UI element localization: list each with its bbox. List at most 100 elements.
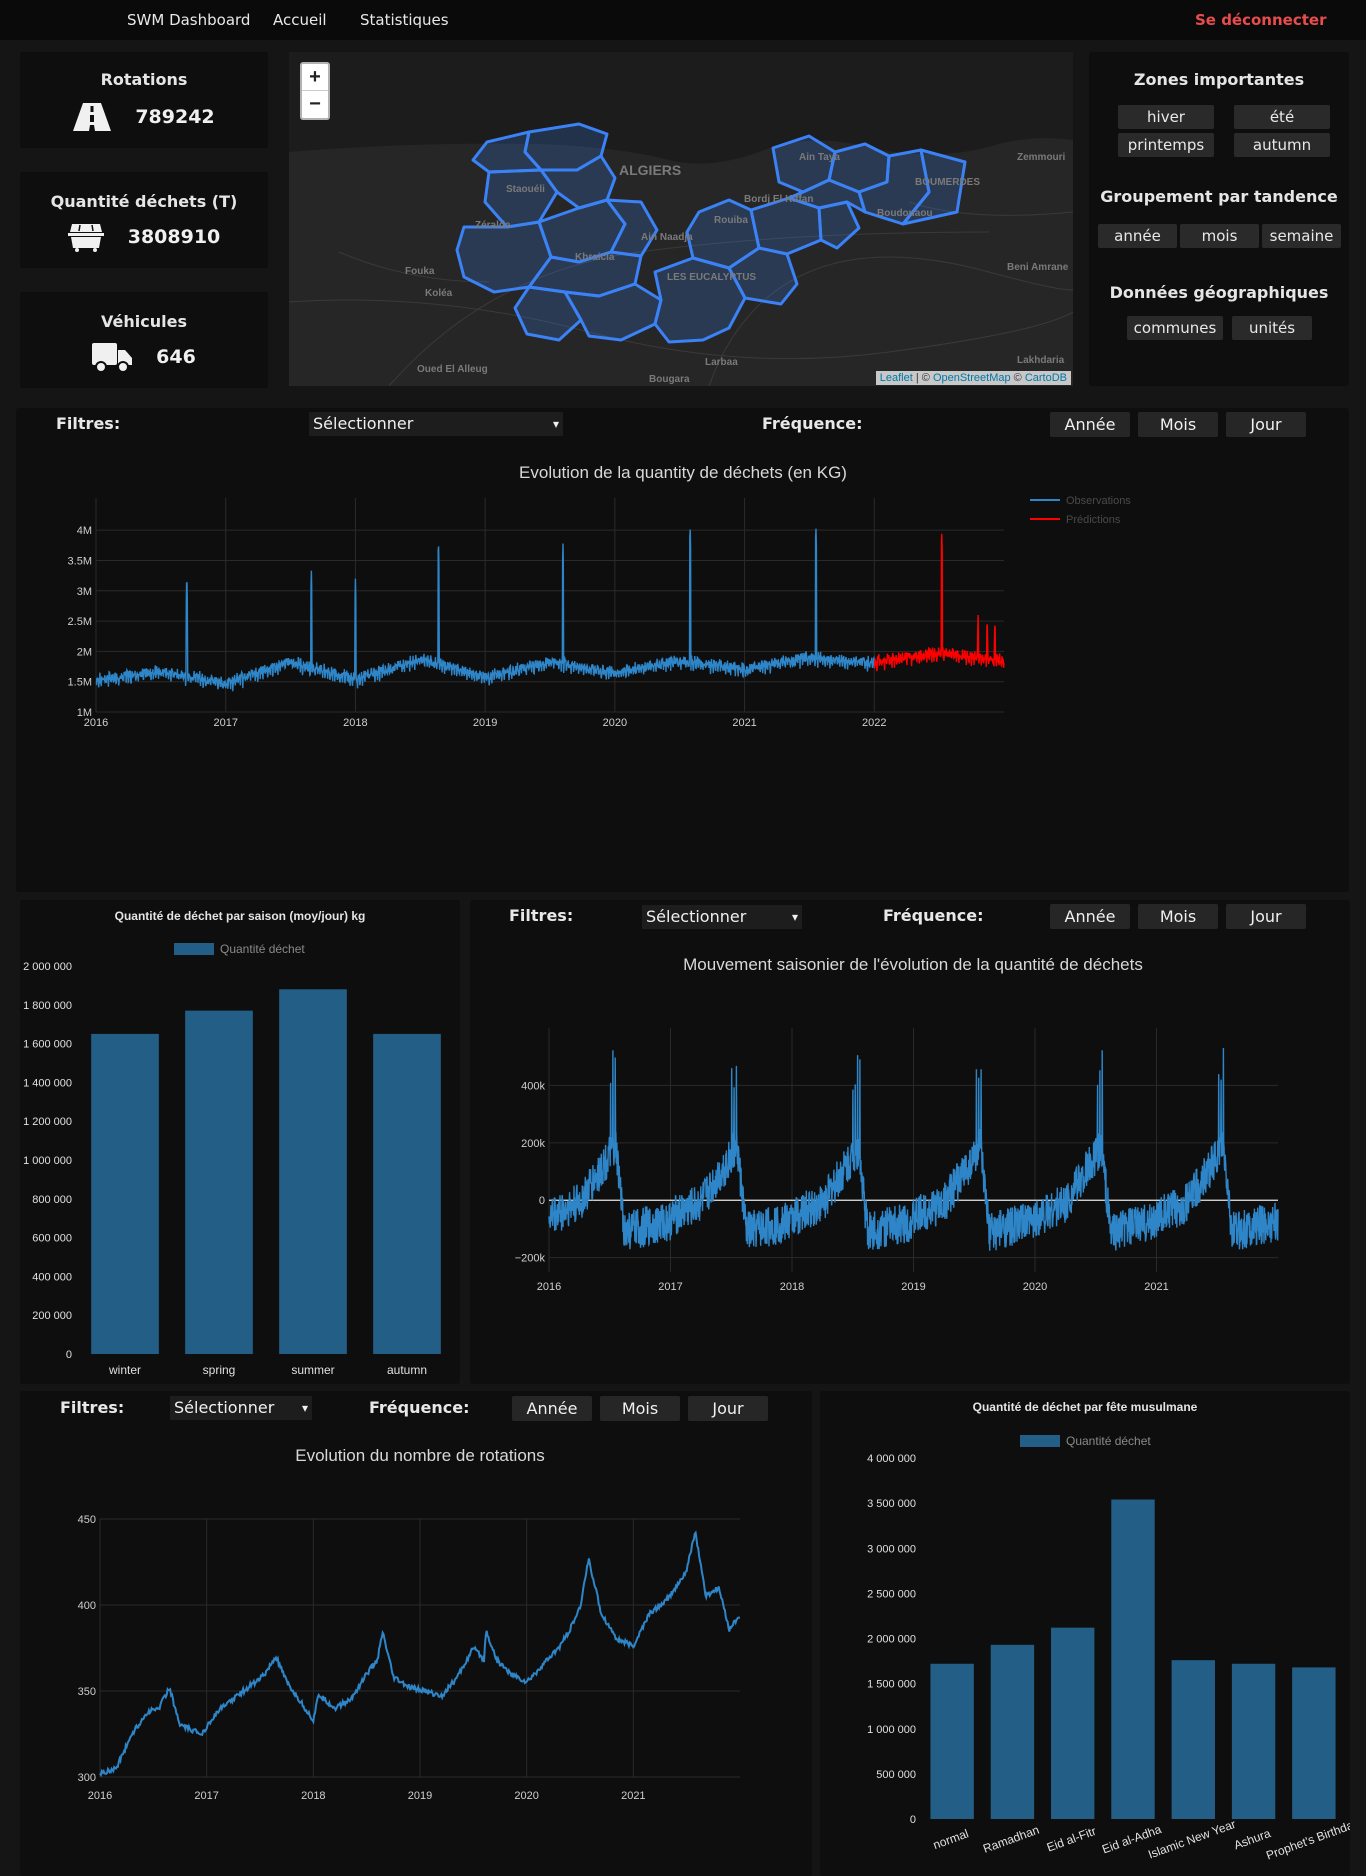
- map-label: Larbaa: [705, 357, 738, 368]
- freq-year-button[interactable]: Année: [512, 1396, 592, 1421]
- map[interactable]: ALGIERS BOUMERDES Zemmouri Staouéli Zéra…: [289, 52, 1073, 386]
- map-label: Boudouaou: [877, 208, 933, 219]
- x-tick-label: Islamic New Year: [1146, 1817, 1237, 1862]
- rotations-chart[interactable]: Evolution du nombre de rotations 2016 2017…: [20, 1431, 812, 1871]
- group-title: Groupement par tandence: [1100, 187, 1338, 206]
- season-hiver-button[interactable]: hiver: [1118, 105, 1214, 129]
- holiday-bar-chart[interactable]: Quantité de déchet par fête musulmane Qua…: [820, 1391, 1361, 1876]
- logout-link[interactable]: Se déconnecter: [1195, 11, 1327, 29]
- y-tick-label: 450: [78, 1514, 96, 1526]
- nav-stats[interactable]: Statistiques: [360, 11, 449, 29]
- map-label: Bougara: [649, 374, 690, 385]
- chart-title: Quantité de déchet par fête musulmane: [973, 1400, 1198, 1414]
- zones-title: Zones importantes: [1133, 70, 1305, 89]
- freq-day-button[interactable]: Jour: [1226, 412, 1306, 437]
- map-label: ALGIERS: [619, 162, 682, 178]
- group-semaine-button[interactable]: semaine: [1262, 224, 1341, 248]
- carto-link[interactable]: CartoDB: [1024, 372, 1067, 384]
- bar: [1231, 1663, 1276, 1819]
- x-tick-label: Eid al-Fitr: [1045, 1824, 1098, 1855]
- zoom-in-button[interactable]: +: [302, 64, 328, 91]
- kpi-card-rotations: Rotations 789242: [20, 52, 268, 148]
- frequency-label: Fréquence:: [762, 414, 863, 433]
- season-ete-button[interactable]: été: [1234, 105, 1330, 129]
- bar: [185, 1010, 253, 1354]
- chart-title: Quantité de déchet par saison (moy/jour)…: [115, 909, 366, 923]
- kpi-title: Quantité déchets (T): [50, 192, 238, 211]
- zoom-control: + −: [300, 62, 330, 120]
- bar: [1051, 1627, 1095, 1819]
- frequency-label: Fréquence:: [883, 906, 984, 925]
- waste-evolution-panel: Filtres: Sélectionner ▾ Fréquence: Année …: [16, 408, 1349, 892]
- osm-link[interactable]: OpenStreetMap: [932, 372, 1011, 384]
- freq-year-button[interactable]: Année: [1050, 412, 1130, 437]
- filter-select[interactable]: Sélectionner ▾: [309, 412, 563, 436]
- y-tick-label: 2 500 000: [867, 1588, 916, 1600]
- freq-year-button[interactable]: Année: [1050, 904, 1130, 929]
- x-tick-label: 2022: [862, 717, 886, 729]
- x-tick-label: 2019: [901, 1281, 925, 1293]
- x-tick-label: winter: [108, 1363, 141, 1377]
- geo-title: Données géographiques: [1109, 283, 1329, 302]
- season-printemps-button[interactable]: printemps: [1118, 133, 1214, 157]
- x-tick-label: 2021: [732, 717, 756, 729]
- bar: [1292, 1667, 1336, 1819]
- waste-evolution-chart[interactable]: Evolution de la quantity de déchets (en …: [16, 448, 1349, 888]
- season-bar-chart[interactable]: Quantité de déchet par saison (moy/jour)…: [20, 900, 460, 1384]
- x-tick-label: 2017: [658, 1281, 682, 1293]
- x-tick-label: 2021: [621, 1790, 645, 1802]
- y-tick-label: 400 000: [32, 1271, 72, 1283]
- chart-title: Evolution du nombre de rotations: [295, 1446, 545, 1465]
- bar: [990, 1644, 1035, 1819]
- filters-label: Filtres:: [56, 414, 121, 433]
- y-tick-label: 1 000 000: [867, 1724, 916, 1736]
- freq-day-button[interactable]: Jour: [688, 1396, 768, 1421]
- series-line-0: [95, 528, 875, 692]
- seasonal-movement-chart[interactable]: Mouvement saisonier de l'évolution de la…: [470, 940, 1350, 1380]
- kpi-value: 3808910: [127, 226, 221, 248]
- map-label: Khraicia: [575, 252, 615, 263]
- group-annee-button[interactable]: année: [1098, 224, 1177, 248]
- geo-communes-button[interactable]: communes: [1127, 316, 1223, 340]
- y-tick-label: 500 000: [876, 1769, 916, 1781]
- chevron-down-icon: ▾: [301, 1401, 308, 1415]
- chart-title: Evolution de la quantity de déchets (en …: [519, 463, 847, 482]
- x-tick-label: summer: [291, 1363, 334, 1377]
- nav-brand[interactable]: SWM Dashboard: [127, 11, 251, 29]
- x-tick-label: 2016: [84, 717, 108, 729]
- y-tick-label: 0: [66, 1349, 72, 1361]
- geo-unites-button[interactable]: unités: [1232, 316, 1312, 340]
- x-tick-label: 2019: [408, 1790, 432, 1802]
- group-mois-button[interactable]: mois: [1180, 224, 1259, 248]
- region-polygons[interactable]: [455, 122, 967, 344]
- freq-month-button[interactable]: Mois: [1138, 904, 1218, 929]
- x-tick-label: 2017: [194, 1790, 218, 1802]
- bar: [279, 989, 347, 1354]
- x-tick-label: 2016: [537, 1281, 561, 1293]
- bar: [1111, 1499, 1155, 1819]
- y-tick-label: 3M: [77, 586, 92, 598]
- map-label: LES EUCALYPTUS: [667, 272, 757, 283]
- kpi-card-waste: Quantité déchets (T) 3808910: [20, 172, 268, 268]
- legend-label: Quantité déchet: [1066, 1434, 1151, 1448]
- legend-label: Quantité déchet: [220, 942, 305, 956]
- freq-month-button[interactable]: Mois: [600, 1396, 680, 1421]
- y-tick-label: 1.5M: [68, 677, 92, 689]
- filter-select[interactable]: Sélectionner ▾: [642, 905, 802, 929]
- map-label: Koléa: [425, 288, 453, 299]
- season-autumn-button[interactable]: autumn: [1234, 133, 1330, 157]
- zoom-out-button[interactable]: −: [309, 93, 321, 115]
- y-tick-label: 800 000: [32, 1194, 72, 1206]
- leaflet-link[interactable]: Leaflet: [879, 372, 913, 384]
- y-tick-label: 1M: [77, 707, 92, 719]
- freq-month-button[interactable]: Mois: [1138, 412, 1218, 437]
- road-icon: [73, 103, 112, 131]
- freq-day-button[interactable]: Jour: [1226, 904, 1306, 929]
- nav-home[interactable]: Accueil: [273, 11, 327, 29]
- dumpster-icon: [67, 224, 104, 252]
- filters-label: Filtres:: [509, 906, 574, 925]
- map-label: Ain Naadja: [641, 232, 693, 243]
- filter-select[interactable]: Sélectionner ▾: [170, 1396, 312, 1420]
- y-tick-label: 200 000: [32, 1310, 72, 1322]
- legend-swatch: [1020, 1435, 1060, 1447]
